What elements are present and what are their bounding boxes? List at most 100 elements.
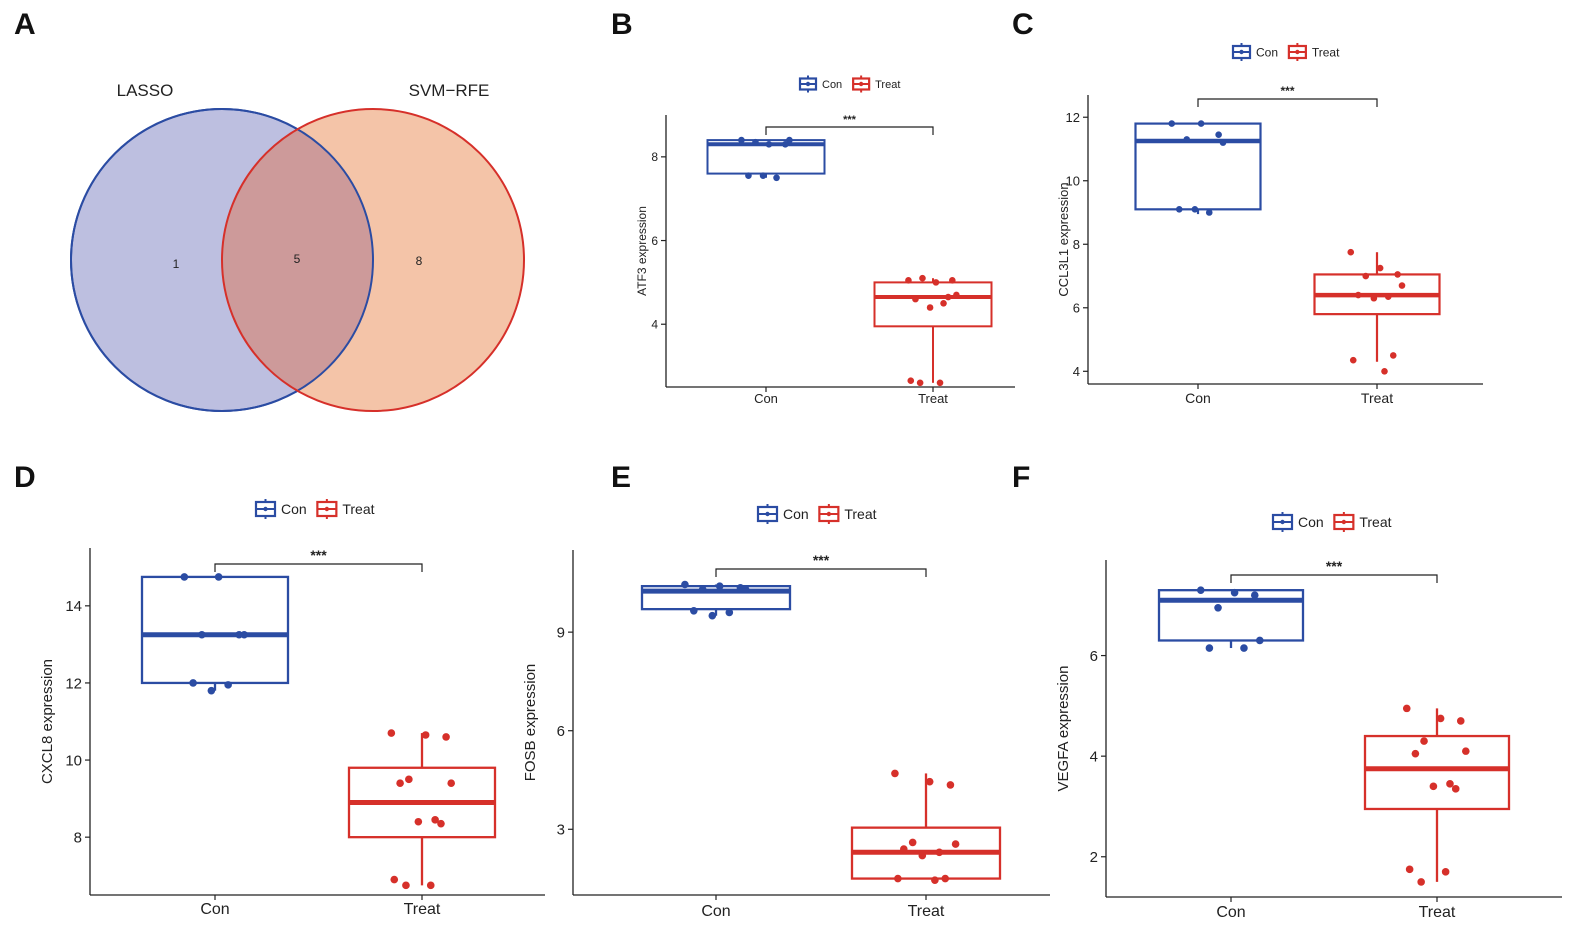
y-tick-label: 8 xyxy=(74,830,82,847)
y-tick-label: 8 xyxy=(651,150,658,164)
data-point xyxy=(1405,865,1414,874)
data-point xyxy=(926,304,934,311)
significance-bracket xyxy=(715,568,927,577)
data-point xyxy=(437,819,445,828)
x-tick-label-treat: Treat xyxy=(1361,390,1393,406)
legend-key-point xyxy=(1239,49,1244,55)
y-tick-label: 6 xyxy=(557,723,565,740)
legend-key-point xyxy=(765,511,770,517)
legend-key-point xyxy=(826,511,832,517)
box-treat xyxy=(347,729,497,890)
x-tick-label-con: Con xyxy=(1216,904,1245,921)
x-tick-label-treat: Treat xyxy=(404,901,441,918)
box-treat xyxy=(850,769,1002,885)
data-point xyxy=(214,573,223,581)
data-point xyxy=(1219,139,1227,146)
data-point xyxy=(390,875,399,884)
box-iqr xyxy=(706,139,826,175)
y-tick-label: 12 xyxy=(1066,110,1080,125)
data-point xyxy=(940,300,947,307)
legend: Con Treat xyxy=(254,499,375,519)
legend-label-treat: Treat xyxy=(875,79,900,91)
data-point xyxy=(708,611,717,620)
box-con xyxy=(1157,586,1305,652)
venn-count-lasso-only: 1 xyxy=(173,257,180,271)
data-point xyxy=(1250,591,1259,600)
data-point xyxy=(1394,271,1401,278)
data-point xyxy=(1196,586,1205,594)
data-point xyxy=(447,779,456,787)
venn-label-svm-rfe: SVM−RFE xyxy=(409,81,490,100)
data-point xyxy=(207,686,216,695)
box-con xyxy=(1134,120,1262,216)
data-point xyxy=(421,731,430,739)
boxplot-panel-f: F 2 4 6 VEGFA expression Con Treat *** Con Treat xyxy=(1012,461,1562,921)
x-tick-label-treat: Treat xyxy=(908,903,945,920)
data-point xyxy=(681,580,689,589)
legend-key-treat xyxy=(316,499,338,519)
legend-label-con: Con xyxy=(1298,514,1324,530)
boxplot-panels: B 4 6 8 ATF3 expression Con Treat *** Con Treat C 4… xyxy=(14,8,1562,921)
legend-label-treat: Treat xyxy=(844,506,876,522)
y-tick-label: 2 xyxy=(1090,849,1098,866)
data-point xyxy=(189,679,197,687)
legend-label-con: Con xyxy=(281,501,307,517)
panel-letter-f: F xyxy=(1012,461,1030,494)
data-point xyxy=(240,630,248,639)
data-point xyxy=(894,874,902,883)
data-point xyxy=(1441,868,1450,876)
legend-key-con xyxy=(1231,43,1252,61)
significance-bracket xyxy=(214,563,423,572)
significance-label: *** xyxy=(843,114,857,126)
data-point xyxy=(1389,352,1397,359)
data-point xyxy=(912,295,919,303)
data-point xyxy=(782,140,789,148)
boxplot-panel-b: B 4 6 8 ATF3 expression Con Treat *** Con Treat xyxy=(611,8,1015,406)
data-point xyxy=(1214,603,1222,612)
data-point xyxy=(931,876,939,885)
legend-label-con: Con xyxy=(783,506,809,522)
y-tick-label: 6 xyxy=(1073,300,1080,315)
y-tick-label: 10 xyxy=(1066,173,1080,188)
boxplot-panel-c: C 4 6 8 10 12 CCL3L1 expression Con Treat *** Con T… xyxy=(1012,8,1483,406)
legend-key-point xyxy=(1280,519,1285,525)
data-point xyxy=(773,174,780,182)
significance-label: *** xyxy=(310,547,327,563)
data-point xyxy=(1256,636,1264,645)
box-con xyxy=(640,580,792,620)
data-point xyxy=(919,274,926,282)
legend: Con Treat xyxy=(1271,512,1392,532)
data-point xyxy=(935,848,944,857)
y-axis-label: CXCL8 expression xyxy=(39,659,56,784)
data-point xyxy=(405,775,413,784)
data-point xyxy=(1384,293,1392,300)
data-point xyxy=(1197,120,1205,127)
data-point xyxy=(1230,588,1239,597)
data-point xyxy=(1205,644,1214,652)
data-point xyxy=(690,606,698,615)
y-tick-label: 4 xyxy=(651,318,658,332)
data-point xyxy=(431,816,439,824)
x-tick-label-treat: Treat xyxy=(918,391,948,406)
data-point xyxy=(1456,717,1465,725)
data-point xyxy=(1205,209,1213,216)
box-con xyxy=(706,136,826,182)
panel-letter-b: B xyxy=(611,8,633,41)
boxplot-panel-e: E 3 6 9 FOSB expression Con Treat *** Con Treat xyxy=(522,461,1050,920)
x-tick-label-treat: Treat xyxy=(1419,904,1456,921)
x-tick-label-con: Con xyxy=(754,391,778,406)
data-point xyxy=(1362,272,1370,280)
legend-key-con xyxy=(798,75,818,93)
data-point xyxy=(715,582,724,590)
data-point xyxy=(932,279,940,286)
box-iqr xyxy=(1157,589,1305,642)
data-point xyxy=(752,138,759,146)
box-treat xyxy=(1363,704,1511,886)
significance-label: *** xyxy=(1280,84,1294,98)
box-iqr xyxy=(1363,734,1511,811)
x-tick-label-con: Con xyxy=(200,901,229,918)
data-point xyxy=(908,838,917,847)
panel-letter-d: D xyxy=(14,461,36,494)
data-point xyxy=(387,729,396,737)
legend-key-treat xyxy=(818,504,840,524)
